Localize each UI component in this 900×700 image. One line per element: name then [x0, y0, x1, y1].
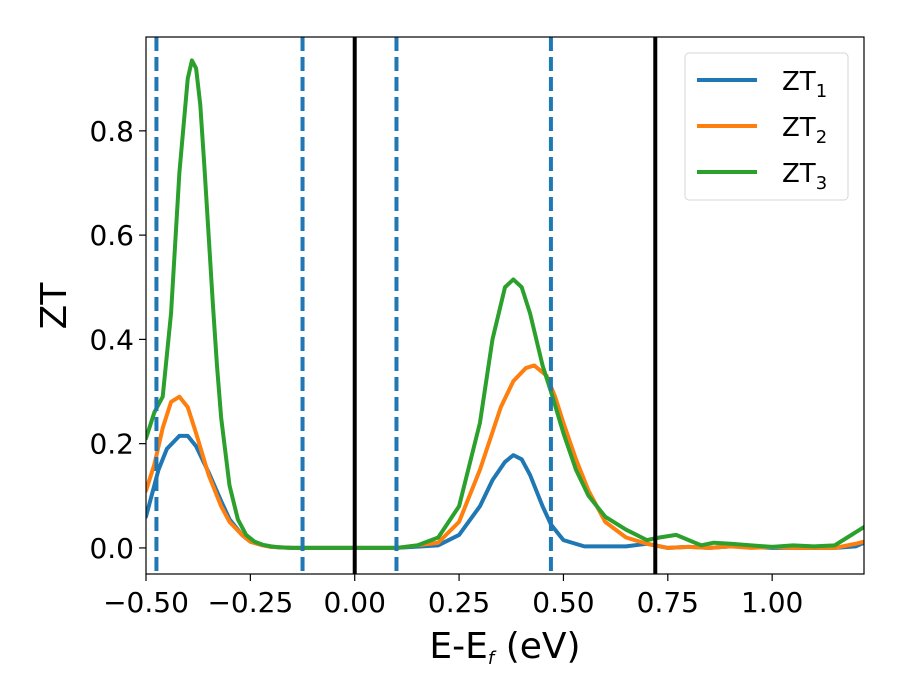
x-tick-label: 0.25 — [428, 586, 490, 619]
y-tick-label: 0.8 — [89, 115, 134, 148]
x-axis-title: E-Ef (eV) — [429, 626, 580, 669]
y-axis-title: ZT — [34, 282, 75, 330]
series-line-zt2 — [146, 363, 864, 550]
y-tick-label: 0.2 — [89, 428, 134, 461]
x-tick-label: 0.75 — [637, 586, 699, 619]
legend: ZT1 ZT2 ZT3 — [684, 52, 849, 201]
x-tick-label: −0.25 — [207, 586, 293, 619]
legend-label-zt3: ZT3 — [782, 159, 827, 194]
y-tick-label: 0.4 — [89, 323, 134, 356]
series-line-zt1 — [146, 433, 864, 550]
legend-label-zt2: ZT2 — [782, 113, 827, 148]
y-tick-label: 0.6 — [89, 219, 134, 252]
reference-lines — [154, 37, 658, 574]
y-tick-label: 0.0 — [89, 532, 134, 565]
series-line-zt3 — [146, 58, 864, 550]
plot-frame — [145, 36, 865, 575]
series-lines — [146, 58, 864, 550]
x-tick-label: 1.00 — [741, 586, 803, 619]
legend-label-zt1: ZT1 — [782, 67, 827, 102]
x-tick-label: −0.50 — [103, 586, 189, 619]
y-axis-ticks: 0.0 0.2 0.4 0.6 0.8 — [89, 115, 146, 565]
legend-box — [684, 52, 849, 201]
x-tick-label: 0.00 — [324, 586, 386, 619]
x-tick-label: 0.50 — [532, 586, 594, 619]
x-axis-ticks: −0.50 −0.25 0.00 0.25 0.50 0.75 1.00 — [103, 574, 803, 619]
